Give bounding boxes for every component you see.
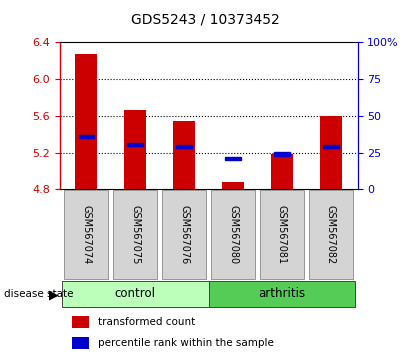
Text: percentile rank within the sample: percentile rank within the sample [98, 338, 274, 348]
Bar [79, 135, 94, 138]
FancyBboxPatch shape [211, 190, 255, 279]
Text: GSM567081: GSM567081 [277, 205, 287, 264]
Bar [225, 156, 241, 160]
Bar [320, 116, 342, 189]
FancyBboxPatch shape [162, 190, 206, 279]
Bar [222, 182, 244, 189]
Bar [127, 143, 143, 146]
FancyBboxPatch shape [209, 281, 355, 307]
Bar [76, 55, 97, 189]
Bar [271, 154, 293, 189]
Bar [274, 153, 290, 156]
FancyBboxPatch shape [113, 190, 157, 279]
FancyBboxPatch shape [62, 281, 209, 307]
Text: GSM567082: GSM567082 [326, 205, 336, 264]
Text: GSM567080: GSM567080 [228, 205, 238, 264]
Text: arthritis: arthritis [258, 287, 305, 300]
Text: ▶: ▶ [48, 289, 58, 302]
Bar [72, 316, 90, 328]
Text: GSM567076: GSM567076 [179, 205, 189, 264]
FancyBboxPatch shape [65, 190, 109, 279]
Text: transformed count: transformed count [98, 317, 196, 327]
Bar [124, 110, 146, 189]
Text: disease state: disease state [4, 289, 74, 299]
FancyBboxPatch shape [309, 190, 353, 279]
Text: control: control [115, 287, 156, 300]
Bar [173, 120, 195, 189]
Bar [72, 337, 90, 349]
Bar [176, 145, 192, 148]
Text: GSM567074: GSM567074 [81, 205, 92, 264]
Text: GSM567075: GSM567075 [130, 205, 140, 264]
FancyBboxPatch shape [260, 190, 304, 279]
Text: GDS5243 / 10373452: GDS5243 / 10373452 [131, 12, 280, 27]
Bar [323, 145, 339, 148]
